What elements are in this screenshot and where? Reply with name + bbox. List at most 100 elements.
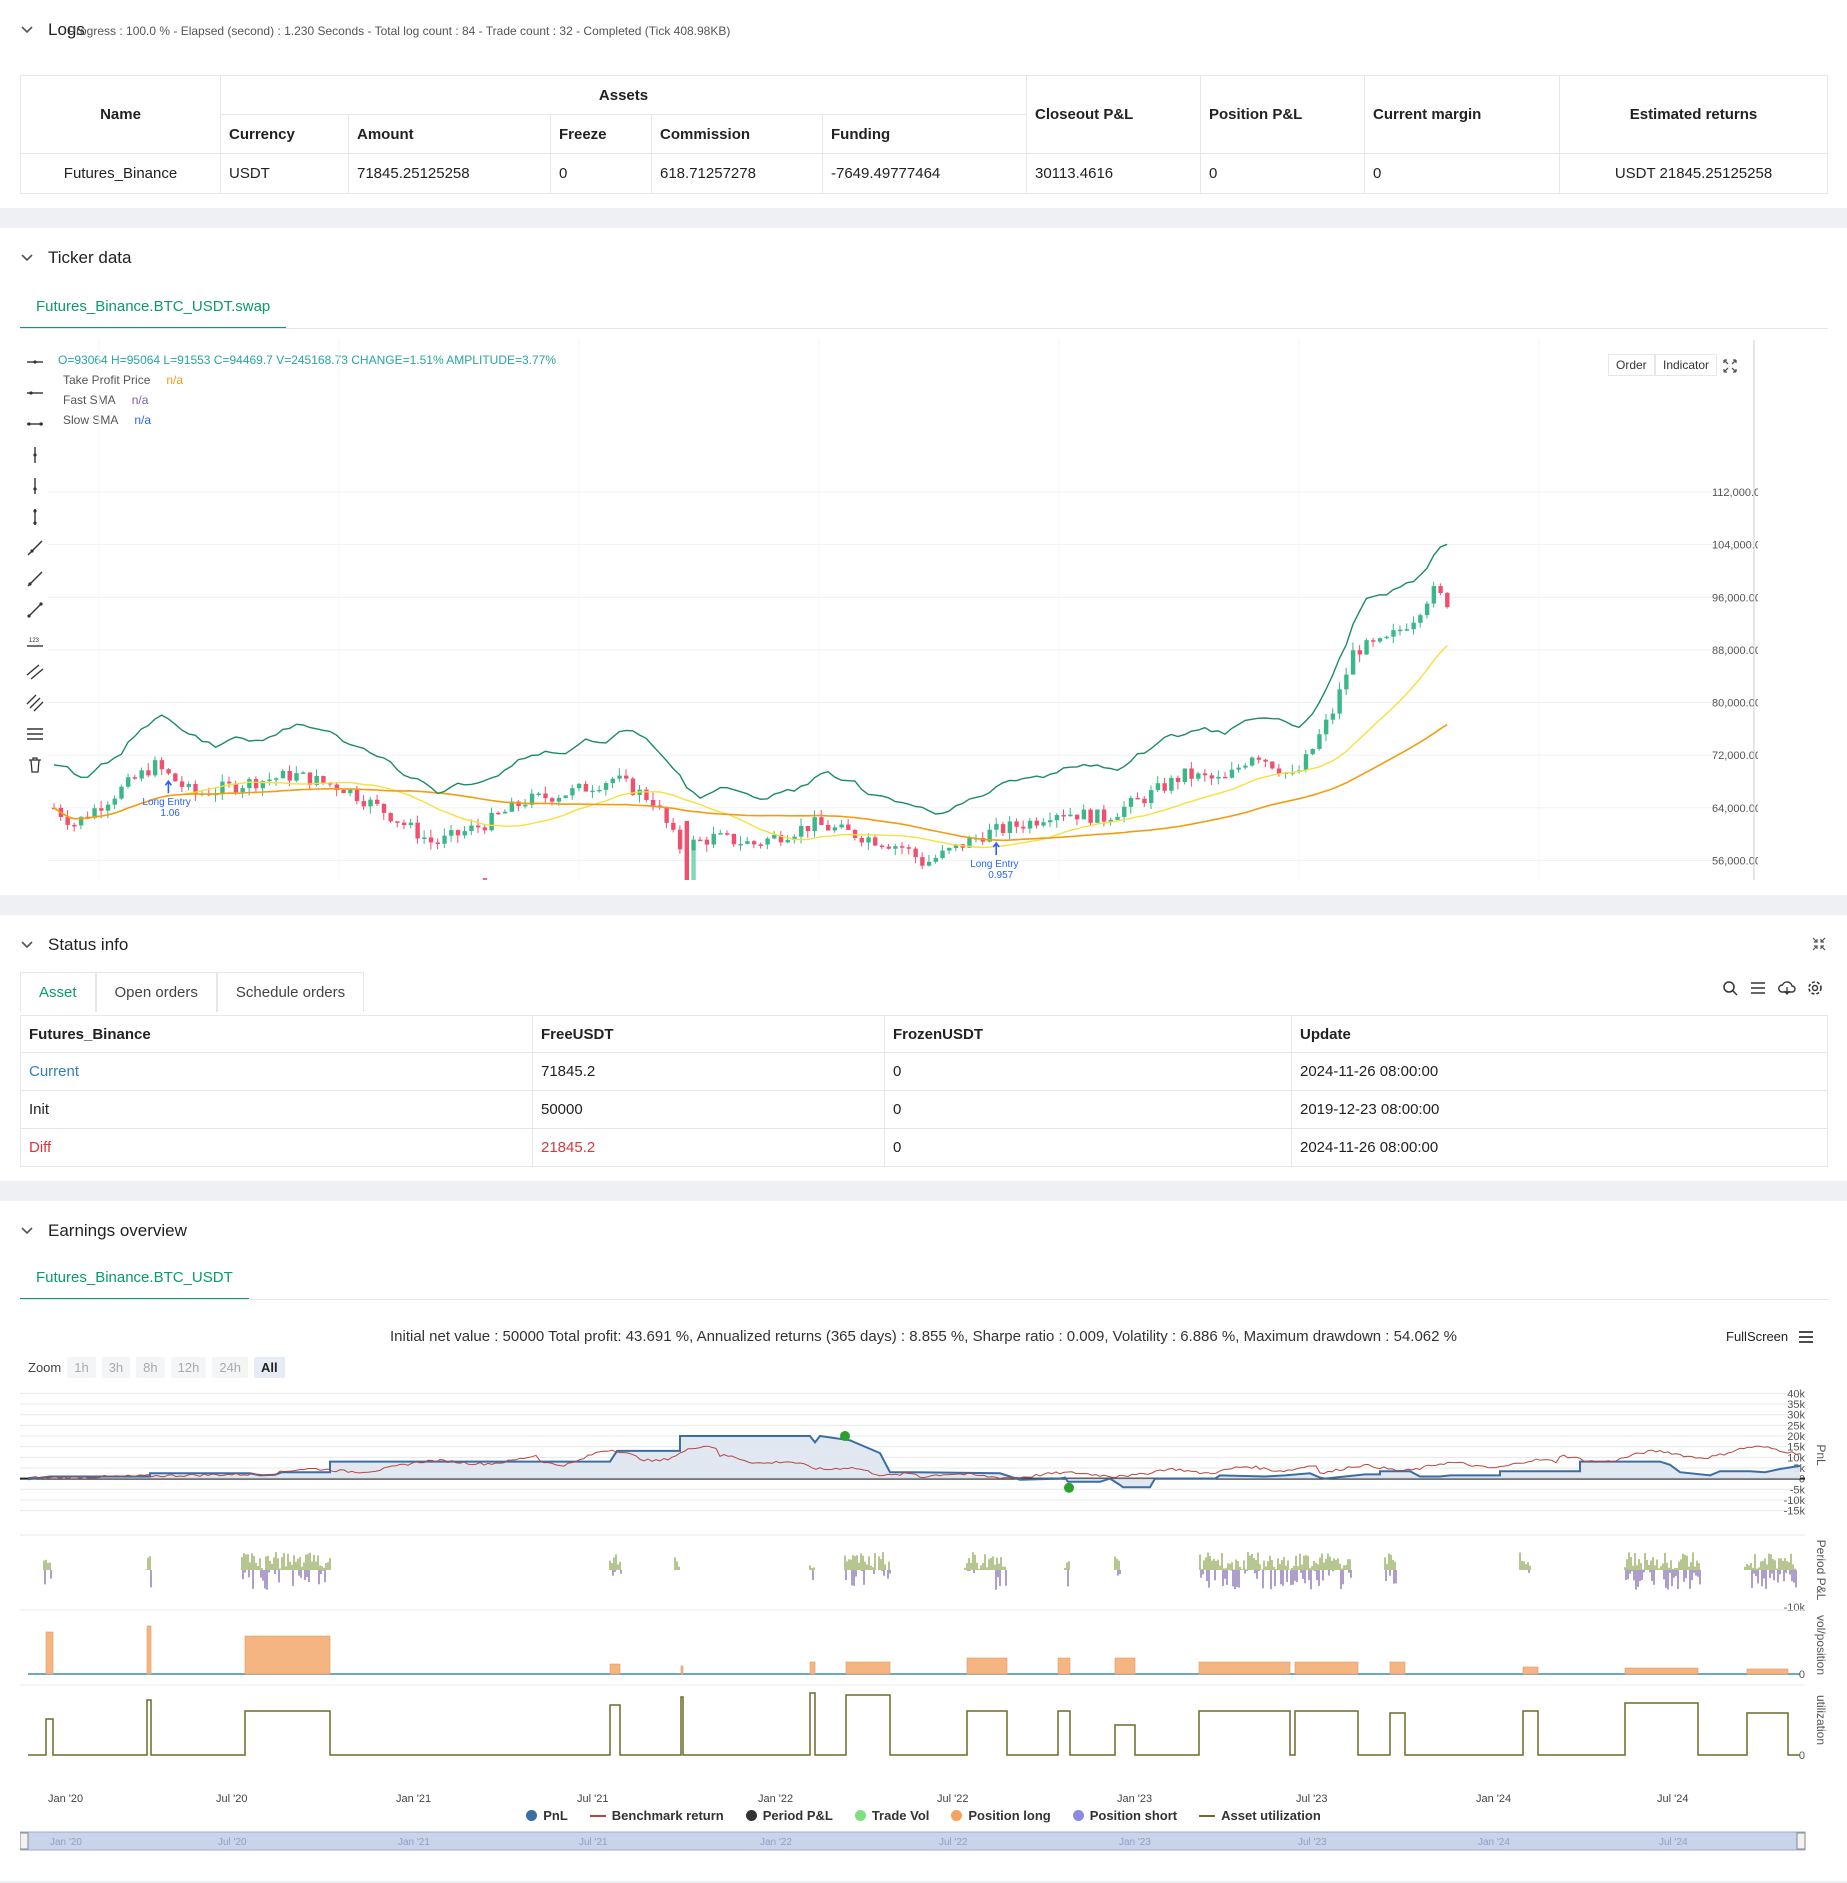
earnings-panel: Earnings overview Futures_Binance.BTC_US… <box>0 1201 1847 1881</box>
expand-icon[interactable] <box>1722 358 1738 374</box>
horizontal-segment-icon[interactable] <box>26 415 44 433</box>
candle-body <box>529 793 535 805</box>
x-tick-label: Jan '24 <box>1476 1793 1511 1805</box>
tab-asset[interactable]: Asset <box>20 972 96 1012</box>
status-header[interactable]: Status info <box>20 935 128 955</box>
cell-margin: 0 <box>1364 153 1560 194</box>
zoom-3h[interactable]: 3h <box>101 1357 131 1378</box>
status-title: Status info <box>48 935 129 954</box>
candle-body <box>792 836 797 841</box>
search-icon[interactable] <box>1722 980 1738 996</box>
vertical-segment-icon[interactable] <box>26 508 44 526</box>
legend-item[interactable]: Trade Vol <box>854 1808 929 1823</box>
legend-item[interactable]: PnL <box>526 1808 568 1823</box>
legend-item[interactable]: Benchmark return <box>589 1808 724 1823</box>
candle-body <box>650 799 656 806</box>
cloud-icon[interactable] <box>1778 980 1796 996</box>
segment-line-icon[interactable] <box>26 601 44 619</box>
candle-body <box>1263 759 1268 762</box>
collapse-icon[interactable] <box>1812 937 1826 951</box>
ray-line-icon[interactable] <box>26 570 44 588</box>
vertical-line-icon[interactable] <box>26 446 44 464</box>
candle-body <box>193 784 198 795</box>
x-tick-label: Jan '23 <box>1117 1793 1152 1805</box>
chevron-down-icon[interactable] <box>20 938 34 952</box>
legend-item[interactable]: Asset utilization <box>1199 1808 1321 1823</box>
candle-body <box>1371 640 1376 642</box>
candle-body <box>832 827 838 831</box>
legend-fast-sma: Fast SMA n/a <box>63 393 148 407</box>
trend-line-icon[interactable] <box>26 539 44 557</box>
earnings-header[interactable]: Earnings overview <box>20 1221 187 1241</box>
candle-body <box>772 834 777 839</box>
candle-body <box>819 817 824 825</box>
zoom-8h[interactable]: 8h <box>136 1357 165 1378</box>
list-icon[interactable] <box>1750 980 1766 996</box>
fibonacci-icon[interactable] <box>26 694 44 712</box>
candle-body <box>1236 767 1241 770</box>
candle-body <box>287 770 292 781</box>
zoom-12h[interactable]: 12h <box>170 1357 207 1378</box>
logs-header[interactable]: Logs <box>20 20 85 40</box>
cell-commission: 618.71257278 <box>651 153 823 194</box>
chevron-down-icon[interactable] <box>20 251 34 265</box>
y-tick-label: 72,000.00 <box>1712 750 1758 762</box>
long-entry-arrow <box>992 841 1000 856</box>
y-tick-label: 104,000.00 <box>1712 540 1758 552</box>
row-current-label[interactable]: Current <box>20 1052 533 1091</box>
chevron-down-icon[interactable] <box>20 1224 34 1238</box>
horizontal-line-icon[interactable] <box>26 353 44 371</box>
tab-schedule-orders[interactable]: Schedule orders <box>216 972 365 1012</box>
legend-item[interactable]: Period P&L <box>745 1808 833 1823</box>
candle-body <box>617 775 622 779</box>
candle-body <box>866 837 871 843</box>
earnings-chart[interactable]: 40k35k30k25k20k15k10k5k0-5k-10k-15k-10k0… <box>20 1385 1828 1883</box>
price-line-icon[interactable]: 123 <box>26 632 44 650</box>
candle-body <box>361 801 366 807</box>
gear-icon[interactable] <box>1807 980 1823 996</box>
position-long-block <box>45 1631 54 1675</box>
candle-body <box>805 825 811 832</box>
cell-position: 0 <box>1200 153 1365 194</box>
assets-table: Name Assets Closeout P&L Position P&L Cu… <box>20 75 1828 194</box>
zoom-all[interactable]: All <box>254 1357 285 1378</box>
navigator-bar <box>20 1831 1806 1851</box>
legend-value: n/a <box>166 373 184 387</box>
candle-body <box>415 822 420 839</box>
cell-amount: 71845.25125258 <box>348 153 551 194</box>
cell-update: 2024-11-26 08:00:00 <box>1291 1052 1828 1091</box>
order-button[interactable]: Order <box>1608 354 1655 376</box>
tab-btc-swap[interactable]: Futures_Binance.BTC_USDT.swap <box>20 286 287 329</box>
candlestick-chart[interactable]: 112,000.00 104,000.00 96,000.00 88,000.00 80… <box>48 340 1758 880</box>
vertical-ray-icon[interactable] <box>26 477 44 495</box>
legend-item[interactable]: Position long <box>951 1808 1051 1823</box>
col-frozen: FrozenUSDT <box>884 1015 1292 1053</box>
candle-body <box>173 773 178 782</box>
candle-body <box>226 781 232 784</box>
parallel-channel-icon[interactable] <box>26 663 44 681</box>
menu-icon[interactable] <box>1798 1330 1814 1344</box>
zoom-label: Zoom <box>28 1360 62 1375</box>
chevron-down-icon[interactable] <box>20 23 34 37</box>
candle-body <box>1256 757 1262 760</box>
candle-body <box>1209 775 1214 779</box>
tab-btc-usdt[interactable]: Futures_Binance.BTC_USDT <box>20 1257 249 1300</box>
cell-free: 50000 <box>532 1090 885 1129</box>
candle-body <box>1074 814 1080 820</box>
indicator-button[interactable]: Indicator <box>1655 354 1718 376</box>
legend-item[interactable]: Position short <box>1072 1808 1177 1823</box>
zoom-1h[interactable]: 1h <box>67 1357 96 1378</box>
candle-body <box>220 781 225 794</box>
tab-open-orders[interactable]: Open orders <box>95 972 217 1012</box>
candle-body <box>422 837 427 839</box>
fullscreen-button[interactable]: FullScreen <box>1726 1329 1814 1344</box>
candle-body <box>301 772 306 774</box>
horizontal-ray-icon[interactable] <box>26 384 44 402</box>
ticker-header[interactable]: Ticker data <box>20 248 131 268</box>
svg-text:123: 123 <box>29 638 40 644</box>
zoom-24h[interactable]: 24h <box>212 1357 249 1378</box>
fib-retracement-icon[interactable] <box>26 725 44 743</box>
trash-icon[interactable] <box>26 756 44 774</box>
candle-body <box>1088 809 1093 823</box>
navigator-tick-label: Jul '21 <box>579 1837 608 1848</box>
